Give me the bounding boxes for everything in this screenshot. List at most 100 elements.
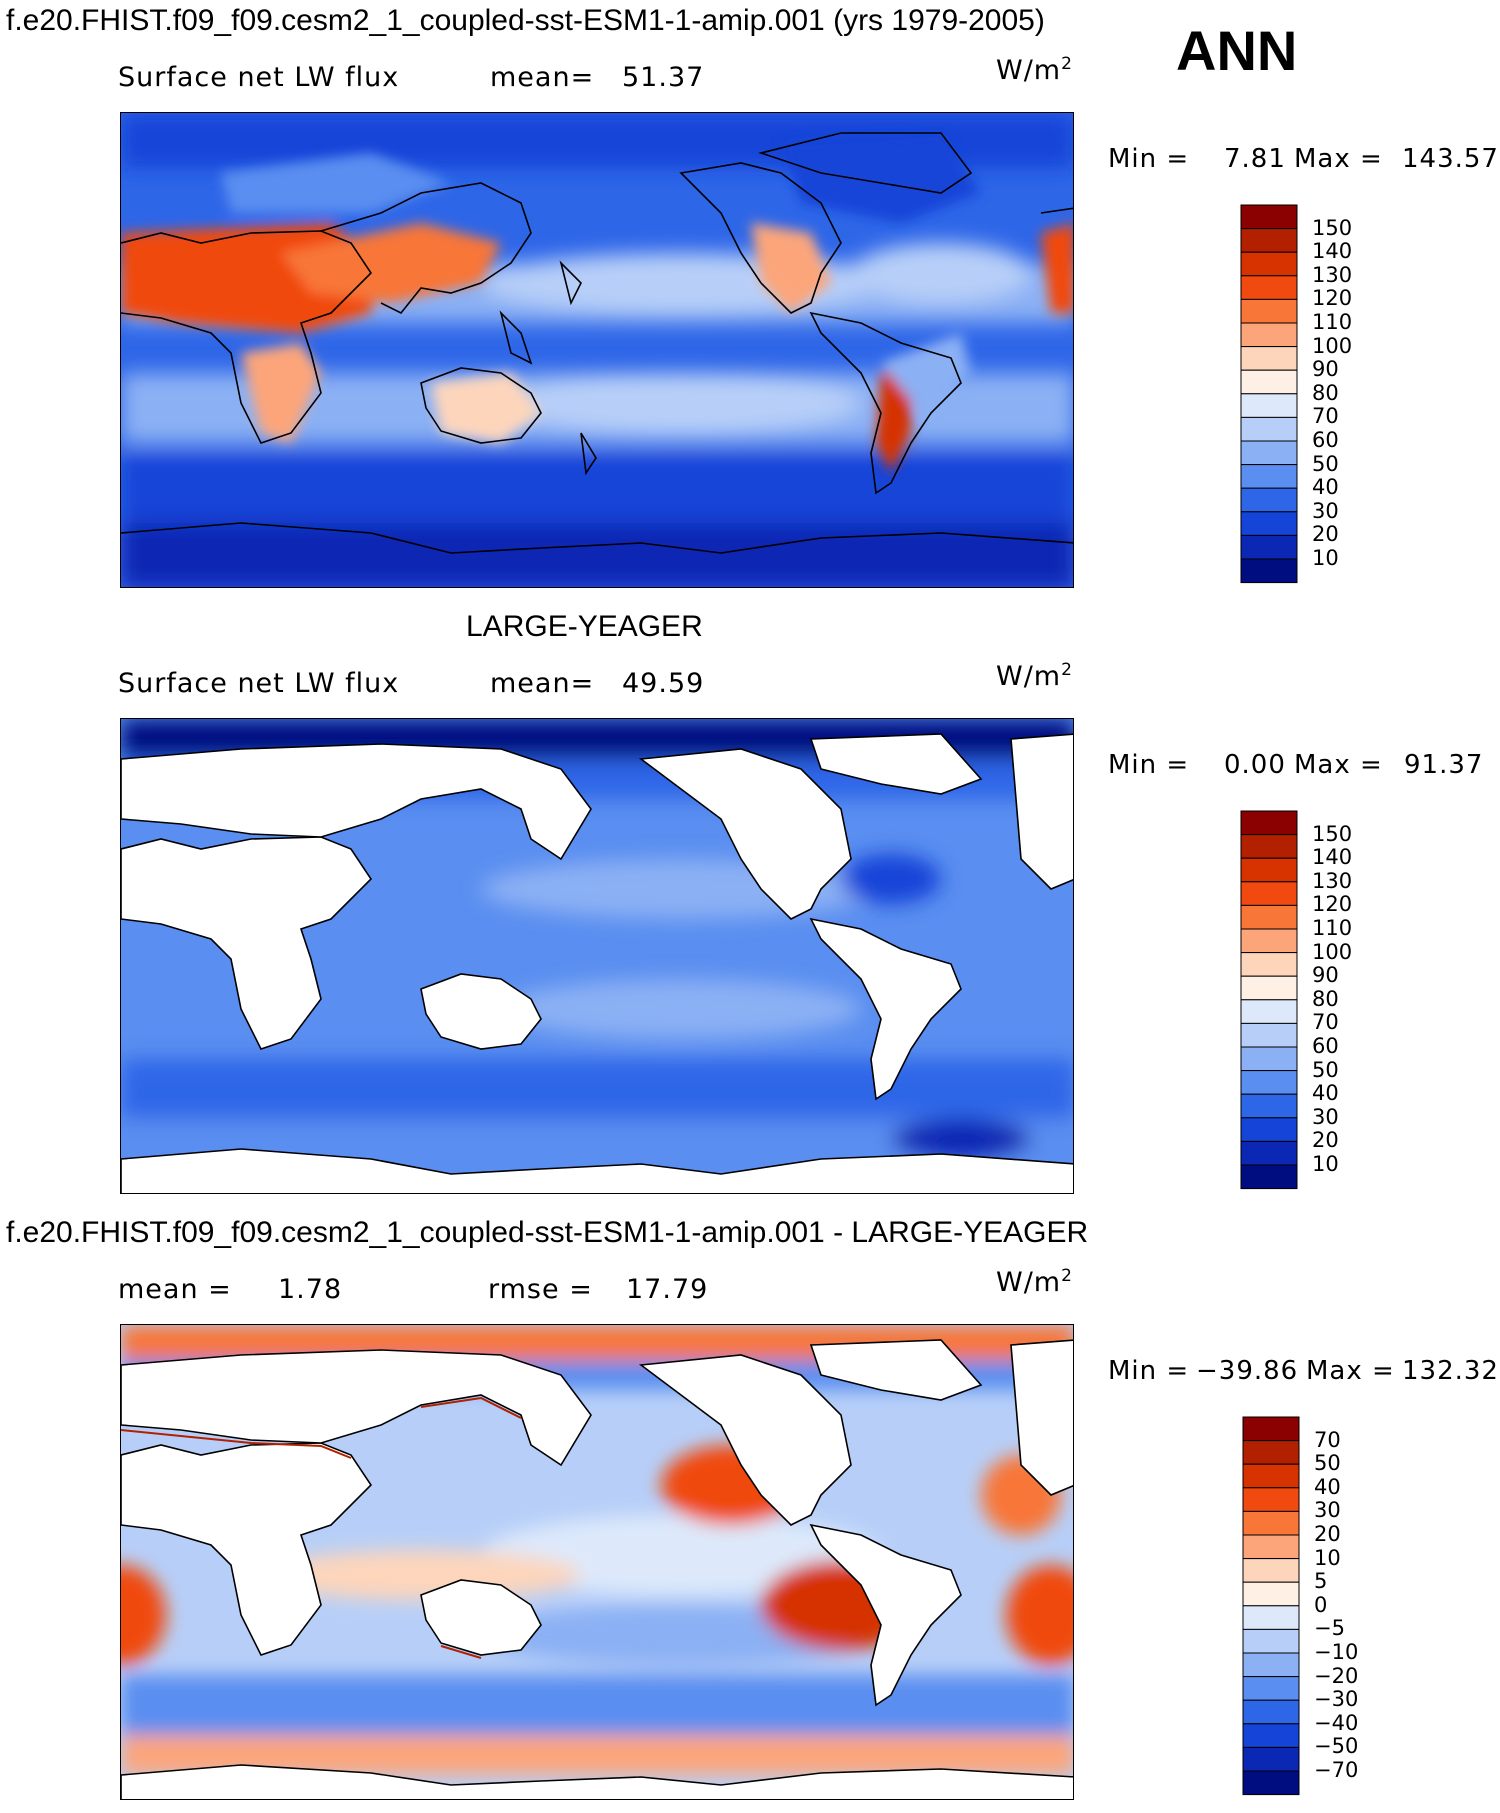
panel-obs-max-value: 91.37 bbox=[1404, 750, 1484, 780]
colorbar-tick-label: 30 bbox=[1312, 1104, 1339, 1129]
model-australia bbox=[431, 373, 541, 443]
colorbar-swatch bbox=[1242, 1534, 1300, 1560]
colorbar-swatch bbox=[1240, 904, 1298, 930]
colorbar-tick-label: 0 bbox=[1314, 1592, 1328, 1617]
colorbar-tick-label: 10 bbox=[1312, 546, 1339, 570]
panel-model-max-value: 143.57 bbox=[1402, 144, 1499, 174]
colorbar-tick-label: −5 bbox=[1314, 1616, 1345, 1641]
panel-obs-mean-value: 49.59 bbox=[622, 668, 705, 699]
colorbar-swatch bbox=[1240, 346, 1298, 371]
colorbar-tick-label: 120 bbox=[1312, 892, 1353, 917]
colorbar-tick-label: 60 bbox=[1312, 428, 1339, 452]
diff-se-atlantic bbox=[1006, 1565, 1073, 1665]
middle-title: LARGE-YEAGER bbox=[466, 610, 703, 643]
colorbar-tick-label: −50 bbox=[1314, 1734, 1359, 1759]
colorbar-swatch bbox=[1242, 1723, 1300, 1748]
colorbar-tick-label: 20 bbox=[1314, 1522, 1341, 1546]
panel-diff-min-value: −39.86 bbox=[1196, 1356, 1299, 1386]
panel-diff-mean-label: mean = bbox=[118, 1274, 232, 1305]
diff-title: f.e20.FHIST.f09_f09.cesm2_1_coupled-sst-… bbox=[6, 1216, 1089, 1249]
colorbar-tick-label: 90 bbox=[1312, 357, 1339, 382]
colorbar-tick-label: −70 bbox=[1314, 1758, 1359, 1782]
colorbar-swatch bbox=[1240, 1164, 1298, 1190]
panel-obs-min-value: 0.00 bbox=[1224, 750, 1286, 780]
diff-coastal-positive bbox=[121, 1396, 522, 1659]
panel-obs-max-label: Max = bbox=[1294, 750, 1383, 780]
colorbar-tick-label: 40 bbox=[1312, 1081, 1339, 1106]
panel-diff-max-label: Max = bbox=[1306, 1356, 1395, 1386]
colorbar-tick-label: 70 bbox=[1314, 1427, 1341, 1452]
colorbar-tick-label: 30 bbox=[1312, 498, 1339, 523]
colorbar-swatch bbox=[1240, 487, 1298, 513]
model-sw-usa bbox=[751, 223, 831, 313]
model-map-svg bbox=[121, 113, 1073, 587]
colorbar-tick-label: −20 bbox=[1314, 1663, 1359, 1688]
panel-diff-map bbox=[120, 1324, 1074, 1800]
colorbar-swatch bbox=[1242, 1605, 1300, 1630]
colorbar-tick-label: 120 bbox=[1312, 286, 1353, 311]
colorbar-swatch bbox=[1240, 881, 1298, 906]
colorbar-tick-label: 40 bbox=[1312, 475, 1339, 500]
model-andes bbox=[876, 363, 911, 473]
colorbar-tick-label: 150 bbox=[1312, 215, 1353, 240]
panel-obs-variable: Surface net LW flux bbox=[118, 668, 400, 699]
colorbar-svg bbox=[1240, 204, 1298, 584]
panel-model-mean-value: 51.37 bbox=[622, 62, 705, 93]
colorbar-tick-label: 50 bbox=[1314, 1451, 1341, 1476]
diff-land bbox=[121, 1339, 1073, 1799]
panel-diff-min-label: Min = bbox=[1108, 1356, 1190, 1386]
colorbar-swatch bbox=[1240, 204, 1298, 230]
colorbar-swatch bbox=[1240, 464, 1298, 489]
colorbar-swatch bbox=[1242, 1628, 1300, 1654]
colorbar-swatch bbox=[1240, 1046, 1298, 1072]
colorbar-swatch bbox=[1240, 975, 1298, 1001]
figure-title: f.e20.FHIST.f09_f09.cesm2_1_coupled-sst-… bbox=[6, 4, 1045, 37]
colorbar-swatch bbox=[1240, 275, 1298, 300]
colorbar-tick-label: 110 bbox=[1312, 310, 1353, 334]
panel-model-max-label: Max = bbox=[1294, 144, 1383, 174]
colorbar-tick-label: 30 bbox=[1314, 1498, 1341, 1523]
panel-model-map bbox=[120, 112, 1074, 588]
model-coastlines bbox=[121, 132, 1073, 554]
colorbar-tick-label: 40 bbox=[1314, 1474, 1341, 1499]
colorbar-swatch bbox=[1240, 810, 1298, 836]
colorbar-swatch bbox=[1240, 1117, 1298, 1142]
obs-land bbox=[121, 733, 1073, 1193]
colorbar-swatch bbox=[1240, 834, 1298, 859]
colorbar-tick-label: 50 bbox=[1312, 1057, 1339, 1082]
colorbar-swatch bbox=[1242, 1746, 1300, 1772]
colorbar-tick-label: −10 bbox=[1314, 1640, 1359, 1664]
colorbar-tick-label: −40 bbox=[1314, 1710, 1359, 1735]
colorbar-swatch bbox=[1240, 322, 1298, 348]
model-east-sahara bbox=[1041, 223, 1073, 313]
colorbar-swatch bbox=[1240, 511, 1298, 536]
colorbar-swatch bbox=[1240, 251, 1298, 277]
colorbar-tick-label: 90 bbox=[1312, 963, 1339, 988]
colorbar-tick-label: 150 bbox=[1312, 821, 1353, 846]
colorbar-swatch bbox=[1242, 1440, 1300, 1465]
obs-map-svg bbox=[121, 719, 1073, 1193]
colorbar-svg bbox=[1242, 1416, 1300, 1796]
diff-map-svg bbox=[121, 1325, 1073, 1799]
colorbar-swatch bbox=[1242, 1463, 1300, 1489]
colorbar-swatch bbox=[1240, 857, 1298, 883]
panel-diff-max-value: 132.32 bbox=[1402, 1356, 1499, 1386]
model-central-asia bbox=[281, 223, 501, 303]
colorbar-tick-label: 130 bbox=[1312, 262, 1353, 287]
diff-southern-ocean bbox=[121, 1675, 1073, 1735]
colorbar-tick-label: 100 bbox=[1312, 333, 1353, 358]
season-label: ANN bbox=[1176, 19, 1298, 82]
colorbar-swatch bbox=[1240, 1140, 1298, 1166]
colorbar-swatch bbox=[1240, 298, 1298, 324]
panel-diff-rmse-value: 17.79 bbox=[626, 1274, 709, 1305]
colorbar-tick-label: 60 bbox=[1312, 1034, 1339, 1058]
panel-model-mean-label: mean= bbox=[490, 62, 595, 93]
colorbar-swatch bbox=[1242, 1676, 1300, 1701]
colorbar-swatch bbox=[1240, 369, 1298, 395]
panel-model-variable: Surface net LW flux bbox=[118, 62, 400, 93]
colorbar-swatch bbox=[1242, 1510, 1300, 1536]
model-south-africa bbox=[241, 343, 321, 443]
model-southern-ocean bbox=[121, 453, 1073, 523]
colorbar-swatch bbox=[1240, 558, 1298, 584]
colorbar-tick-label: 70 bbox=[1312, 404, 1339, 429]
